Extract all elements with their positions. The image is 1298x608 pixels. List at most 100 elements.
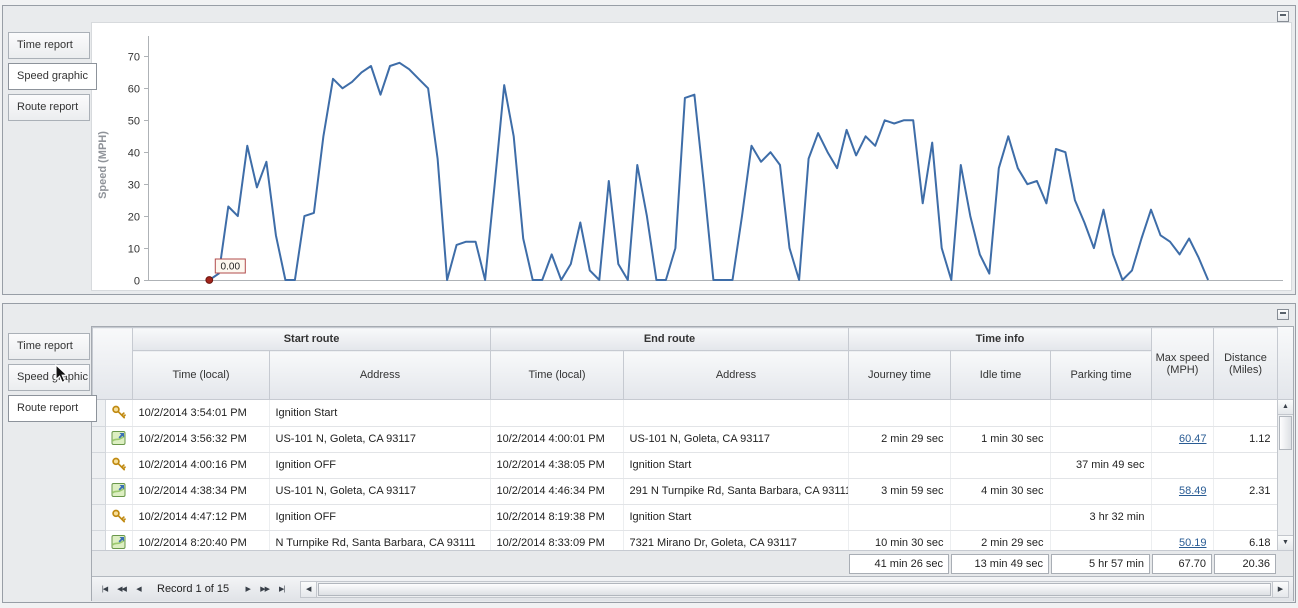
col-start-address[interactable]: Address [269, 350, 491, 400]
summary-row: 41 min 26 sec 13 min 49 sec 5 hr 57 min … [92, 550, 1293, 576]
max-speed-link[interactable]: 58.49 [1178, 485, 1207, 497]
speed-line-series [208, 61, 1210, 281]
collapse-panel-button[interactable] [1277, 11, 1289, 22]
cell-parking-time [1050, 400, 1152, 427]
table-row[interactable]: 10/2/2014 4:47:12 PM Ignition OFF 10/2/201… [92, 504, 1278, 531]
band-start-route[interactable]: Start route [132, 327, 491, 351]
table-row[interactable]: 10/2/2014 8:20:40 PM N Turnpike Rd, Santa… [92, 530, 1278, 550]
cell-start-time: 10/2/2014 3:56:32 PM [132, 426, 270, 453]
y-tick-label: 20 [128, 212, 140, 224]
summary-idle-time: 13 min 49 sec [951, 554, 1049, 574]
cell-max-speed: 60.47 [1151, 426, 1214, 453]
tab-speed-graphic[interactable]: Speed graphic [8, 63, 97, 90]
record-navigator: |◀ ◀◀ ◀ Record 1 of 15 ▶ ▶▶ ▶| ◀ ▶ [92, 576, 1293, 601]
col-end-time[interactable]: Time (local) [490, 350, 624, 400]
col-distance[interactable]: Distance (Miles) [1213, 327, 1279, 400]
cell-max-speed: 50.19 [1151, 530, 1214, 550]
nav-last-button[interactable]: ▶| [279, 585, 285, 593]
band-time-info[interactable]: Time info [847, 327, 1153, 351]
cell-end-time: 10/2/2014 8:19:38 PM [490, 504, 624, 531]
cell-journey-time [848, 504, 951, 531]
col-journey-time[interactable]: Journey time [848, 350, 951, 400]
cell-max-speed [1151, 452, 1214, 479]
cell-start-time: 10/2/2014 3:54:01 PM [132, 400, 270, 427]
cell-start-time: 10/2/2014 8:20:40 PM [132, 530, 270, 550]
y-tick-label: 70 [128, 52, 140, 64]
mouse-cursor-icon [55, 364, 69, 384]
col-max-speed[interactable]: Max speed (MPH) [1151, 327, 1215, 400]
cell-end-time: 10/2/2014 4:00:01 PM [490, 426, 624, 453]
cell-start-time: 10/2/2014 4:38:34 PM [132, 478, 270, 505]
summary-distance: 20.36 [1214, 554, 1276, 574]
col-start-time[interactable]: Time (local) [132, 350, 270, 400]
y-tick-label: 10 [128, 244, 140, 256]
cell-idle-time: 2 min 29 sec [950, 530, 1051, 550]
cell-end-time: 10/2/2014 4:38:05 PM [490, 452, 624, 479]
cell-start-time: 10/2/2014 4:47:12 PM [132, 504, 270, 531]
table-row[interactable]: 10/2/2014 3:56:32 PM US-101 N, Goleta, CA… [92, 426, 1278, 453]
cell-end-time: 10/2/2014 4:46:34 PM [490, 478, 624, 505]
tab-speed-graphic[interactable]: Speed graphic [8, 364, 90, 391]
cell-parking-time [1050, 478, 1152, 505]
nav-first-button[interactable]: |◀ [101, 585, 108, 593]
summary-journey-time: 41 min 26 sec [849, 554, 949, 574]
col-end-address[interactable]: Address [623, 350, 849, 400]
table-row[interactable]: 10/2/2014 4:00:16 PM Ignition OFF 10/2/201… [92, 452, 1278, 479]
cell-journey-time: 3 min 59 sec [848, 478, 951, 505]
cell-max-speed [1151, 504, 1214, 531]
cell-start-address: US-101 N, Goleta, CA 93117 [269, 426, 491, 453]
row-indicator [92, 452, 106, 479]
cell-distance [1213, 400, 1278, 427]
cell-idle-time: 4 min 30 sec [950, 478, 1051, 505]
cell-start-address: US-101 N, Goleta, CA 93117 [269, 478, 491, 505]
cell-end-address: Ignition Start [623, 504, 849, 531]
cell-parking-time: 37 min 49 sec [1050, 452, 1152, 479]
tab-time-report[interactable]: Time report [8, 333, 90, 360]
tab-time-report[interactable]: Time report [8, 32, 90, 59]
route-report-panel: Time report Speed graphic Route report S… [2, 303, 1296, 603]
collapse-panel-button[interactable] [1277, 309, 1289, 320]
vertical-scrollbar[interactable]: ▲ ▼ [1277, 400, 1293, 550]
col-idle-time[interactable]: Idle time [950, 350, 1051, 400]
scroll-right-button[interactable]: ▶ [1272, 581, 1288, 597]
top-tab-strip: Time report Speed graphic Route report [8, 32, 100, 125]
cell-idle-time: 1 min 30 sec [950, 426, 1051, 453]
speed-graphic-panel: Time report Speed graphic Route report 0… [2, 5, 1296, 295]
key-icon [105, 400, 133, 427]
tab-route-report[interactable]: Route report [8, 94, 90, 121]
key-icon [105, 452, 133, 479]
scroll-up-button[interactable]: ▲ [1278, 400, 1293, 415]
nav-prev-button[interactable]: ◀ [136, 585, 141, 593]
col-parking-time[interactable]: Parking time [1049, 350, 1153, 400]
cell-parking-time [1050, 426, 1152, 453]
cell-start-address: Ignition OFF [269, 452, 491, 479]
horizontal-scroll-thumb[interactable] [318, 582, 1271, 596]
cell-idle-time [950, 400, 1051, 427]
nav-prev-page-button[interactable]: ◀◀ [117, 585, 127, 593]
tab-route-report[interactable]: Route report [8, 395, 97, 422]
max-speed-link[interactable]: 50.19 [1178, 537, 1207, 549]
row-indicator [92, 478, 106, 505]
table-row[interactable]: 10/2/2014 4:38:34 PM US-101 N, Goleta, CA… [92, 478, 1278, 505]
table-row[interactable]: 10/2/2014 3:54:01 PM Ignition Start [92, 400, 1278, 427]
summary-max-speed: 67.70 [1152, 554, 1212, 574]
cell-distance [1213, 504, 1278, 531]
cell-journey-time [848, 452, 951, 479]
cell-distance: 6.18 [1213, 530, 1278, 550]
horizontal-scrollbar[interactable]: ◀ ▶ [300, 580, 1289, 598]
vertical-scroll-thumb[interactable] [1279, 416, 1292, 450]
grid-rows-area: 10/2/2014 3:54:01 PM Ignition Start 10/2/2… [92, 400, 1293, 550]
route-icon [105, 530, 133, 550]
band-end-route[interactable]: End route [490, 327, 849, 351]
nav-next-button[interactable]: ▶ [245, 585, 250, 593]
cell-distance: 1.12 [1213, 426, 1278, 453]
scroll-left-button[interactable]: ◀ [301, 581, 318, 597]
scroll-track[interactable] [1278, 451, 1293, 535]
header-corner [92, 327, 133, 400]
cell-end-address: US-101 N, Goleta, CA 93117 [623, 426, 849, 453]
max-speed-link[interactable]: 60.47 [1178, 433, 1207, 445]
scroll-down-button[interactable]: ▼ [1278, 535, 1293, 550]
nav-next-page-button[interactable]: ▶▶ [260, 585, 270, 593]
key-icon [105, 504, 133, 531]
cell-end-address: 7321 Mirano Dr, Goleta, CA 93117 [623, 530, 849, 550]
